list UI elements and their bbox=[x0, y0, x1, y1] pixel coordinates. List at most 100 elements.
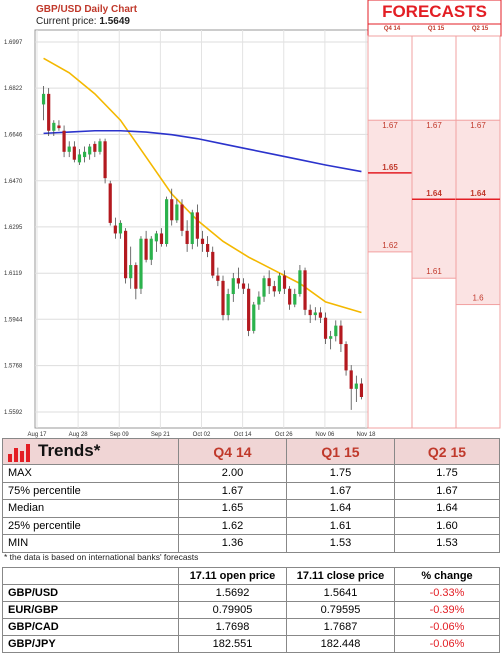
forecast-max-label: 1.67 bbox=[382, 121, 398, 130]
trends-col-q4: Q4 14 bbox=[178, 438, 287, 465]
close-price: 1.5641 bbox=[286, 584, 395, 602]
candle-down bbox=[144, 238, 148, 260]
candle-down bbox=[349, 370, 353, 389]
candle-down bbox=[247, 288, 251, 331]
open-price: 182.551 bbox=[178, 635, 287, 653]
x-tick-label: Nov 06 bbox=[315, 432, 335, 438]
bar-chart-icon bbox=[8, 442, 32, 462]
y-tick-label: 1.6295 bbox=[4, 225, 23, 231]
candle-up bbox=[154, 233, 158, 242]
pair-label: GBP/JPY bbox=[2, 635, 179, 653]
candle-down bbox=[180, 204, 184, 231]
x-tick-label: Oct 14 bbox=[234, 432, 252, 438]
current-price: Current price: 1.5649 bbox=[36, 16, 130, 27]
candle-up bbox=[262, 278, 266, 297]
close-price: 182.448 bbox=[286, 635, 395, 653]
trends-col-q1: Q1 15 bbox=[286, 438, 395, 465]
candle-down bbox=[272, 286, 276, 292]
x-tick-label: Sep 21 bbox=[151, 432, 171, 438]
trends-title-cell: Trends* bbox=[2, 438, 179, 465]
fx-corner-cell bbox=[2, 567, 179, 585]
y-tick-label: 1.5592 bbox=[4, 410, 23, 416]
table-row: MIN 1.36 1.53 1.53 bbox=[2, 534, 500, 553]
cell: 1.65 bbox=[178, 499, 287, 518]
pair-label: GBP/CAD bbox=[2, 618, 179, 636]
x-tick-label: Oct 26 bbox=[275, 432, 293, 438]
percent-change: -0.06% bbox=[394, 618, 500, 636]
forecast-col-q4: Q4 14 bbox=[383, 26, 401, 32]
candle-down bbox=[200, 238, 205, 244]
forecast-min-label: 1.61 bbox=[426, 267, 442, 276]
candle-down bbox=[303, 270, 307, 310]
candle-up bbox=[231, 278, 235, 295]
candle-up bbox=[165, 199, 169, 244]
x-tick-label: Aug 28 bbox=[69, 432, 89, 438]
trends-header-row: Trends* Q4 14 Q1 15 Q2 15 bbox=[2, 438, 500, 465]
chart-title: GBP/USD Daily Chart bbox=[36, 4, 138, 15]
y-tick-label: 1.6646 bbox=[4, 132, 23, 138]
candle-up bbox=[82, 151, 87, 158]
row-label: Median bbox=[2, 499, 179, 518]
x-tick-label: Nov 18 bbox=[356, 432, 376, 438]
candle-down bbox=[267, 278, 271, 287]
y-tick-label: 1.5768 bbox=[4, 364, 23, 370]
candle-up bbox=[313, 312, 317, 316]
candle-down bbox=[185, 230, 189, 244]
forecast-col-q1: Q1 15 bbox=[427, 26, 445, 32]
candle-up bbox=[41, 93, 46, 105]
forecast-col-q2: Q2 15 bbox=[471, 26, 489, 32]
trends-table: Trends* Q4 14 Q1 15 Q2 15 MAX 2.00 1.75 1.7… bbox=[2, 438, 500, 553]
forecast-median-label: 1.65 bbox=[382, 163, 398, 172]
candle-up bbox=[129, 265, 133, 279]
fx-header-row: 17.11 open price 17.11 close price % cha… bbox=[2, 567, 500, 585]
candle-up bbox=[88, 146, 92, 155]
cell: 1.75 bbox=[394, 464, 500, 483]
table-row: MAX 2.00 1.75 1.75 bbox=[2, 464, 500, 483]
close-price: 0.79595 bbox=[286, 601, 395, 619]
table-row: GBP/CAD 1.7698 1.7687 -0.06% bbox=[2, 618, 500, 636]
cell: 1.64 bbox=[394, 499, 500, 518]
percent-change: -0.06% bbox=[394, 635, 500, 653]
candle-up bbox=[252, 304, 256, 331]
open-price: 1.7698 bbox=[178, 618, 287, 636]
candle-up bbox=[118, 222, 123, 234]
candle-down bbox=[282, 275, 287, 289]
trends-title: Trends* bbox=[38, 441, 101, 461]
candle-down bbox=[236, 278, 240, 284]
candle-up bbox=[329, 336, 333, 339]
cell: 1.36 bbox=[178, 534, 287, 553]
candle-down bbox=[339, 325, 343, 345]
cell: 1.67 bbox=[286, 481, 395, 500]
current-price-value: 1.5649 bbox=[99, 16, 130, 27]
current-price-label: Current price: bbox=[36, 16, 97, 27]
candle-down bbox=[288, 288, 292, 305]
candle-down bbox=[57, 125, 61, 129]
percent-change: -0.39% bbox=[394, 601, 500, 619]
forecast-median-label: 1.64 bbox=[470, 189, 486, 198]
candle-down bbox=[221, 280, 225, 316]
fx-col-change: % change bbox=[394, 567, 500, 585]
forecasts-header-box bbox=[367, 0, 502, 25]
fx-col-open: 17.11 open price bbox=[178, 567, 287, 585]
row-label: 25% percentile bbox=[2, 516, 179, 535]
table-row: Median 1.65 1.64 1.64 bbox=[2, 499, 500, 518]
candle-down bbox=[344, 344, 348, 371]
forecast-min-label: 1.6 bbox=[472, 294, 484, 303]
candle-up bbox=[52, 122, 56, 131]
table-row: EUR/GBP 0.79905 0.79595 -0.39% bbox=[2, 601, 500, 619]
cell: 1.64 bbox=[286, 499, 395, 518]
table-row: 25% percentile 1.62 1.61 1.60 bbox=[2, 516, 500, 535]
cell: 1.53 bbox=[394, 534, 500, 553]
cell: 1.75 bbox=[286, 464, 395, 483]
fx-col-close: 17.11 close price bbox=[286, 567, 395, 585]
cell: 1.67 bbox=[178, 481, 287, 500]
forecast-median-label: 1.64 bbox=[426, 189, 442, 198]
percent-change: -0.33% bbox=[394, 584, 500, 602]
y-tick-label: 1.6119 bbox=[4, 271, 23, 277]
y-tick-label: 1.6470 bbox=[4, 179, 23, 185]
pair-label: GBP/USD bbox=[2, 584, 179, 602]
y-tick-label: 1.6997 bbox=[4, 40, 23, 46]
candle-up bbox=[354, 383, 358, 389]
candle-down bbox=[170, 199, 174, 221]
forecast-range-band bbox=[455, 119, 501, 306]
